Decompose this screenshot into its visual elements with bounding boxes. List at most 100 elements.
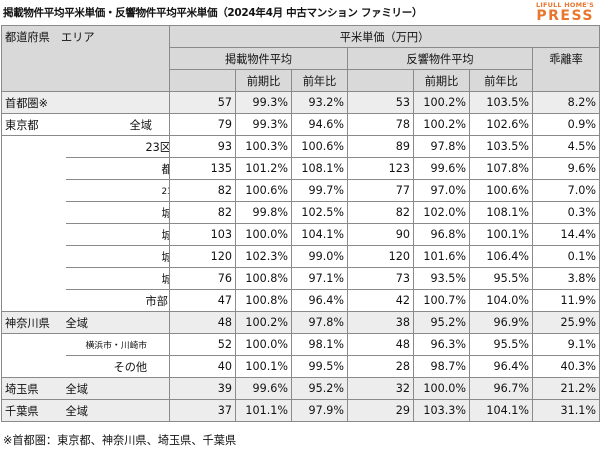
response-yoy-cell: 95.5% [469,333,534,356]
listed-mom-cell: 100.0% [235,333,293,356]
area-cell: 全域 [65,399,171,422]
listed-yoy-cell: 102.5% [291,201,349,224]
response-avg-cell: 78 [347,113,415,136]
response-mom-cell: 97.8% [413,135,471,158]
listed-yoy-cell: 97.9% [291,399,349,422]
listed-mom-cell: 99.6% [235,377,293,400]
listed-mom-cell: 100.3% [235,135,293,158]
listed-avg-cell: 120 [169,245,237,268]
response-avg-cell: 123 [347,157,415,180]
listed-mom-cell: 100.0% [235,223,293,246]
listed-avg-cell: 48 [169,311,237,334]
region-cell: 埼玉県 [1,377,66,400]
response-avg-subheader [347,69,415,92]
table-body: 首都圏※ 57 99.3% 93.2% 53 100.2% 103.5% 8.2% 東京都 全域 7… [1,91,600,422]
response-yoy-header: 前年比 [469,69,534,92]
listed-mom-cell: 101.2% [235,157,293,180]
response-avg-cell: 77 [347,179,415,202]
listed-mom-cell: 100.2% [235,311,293,334]
response-mom-cell: 100.2% [413,113,471,136]
listed-avg-cell: 40 [169,355,237,378]
table-row: 千葉県 全域 37 101.1% 97.9% 29 103.3% 104.1% 31.1% [1,399,600,422]
listed-mom-cell: 102.3% [235,245,293,268]
table-row: 23区 93 100.3% 100.6% 89 97.8% 103.5% 4.5% [1,135,600,158]
listed-mom-cell: 100.1% [235,355,293,378]
gap-cell: 21.2% [532,377,600,400]
listed-yoy-cell: 96.4% [291,289,349,312]
response-mom-cell: 102.0% [413,201,471,224]
price-table: 都道府県 エリア 平米単価（万円） 掲載物件平均 反響物件平均 乖離率 前期比 … [0,25,600,422]
region-cell [1,157,66,180]
response-mom-cell: 100.0% [413,377,471,400]
response-avg-cell: 48 [347,333,415,356]
listed-avg-cell: 76 [169,267,237,290]
response-yoy-cell: 108.1% [469,201,534,224]
region-cell [1,135,66,158]
listed-mom-cell: 100.8% [235,267,293,290]
listed-yoy-cell: 108.1% [291,157,349,180]
gap-cell: 14.4% [532,223,600,246]
gap-cell: 40.3% [532,355,600,378]
response-yoy-cell: 103.5% [469,91,534,114]
table-row: 市部 47 100.8% 96.4% 42 100.7% 104.0% 11.9% [1,289,600,312]
listed-avg-cell: 79 [169,113,237,136]
response-yoy-cell: 96.7% [469,377,534,400]
response-avg-cell: 29 [347,399,415,422]
response-yoy-cell: 95.5% [469,267,534,290]
listed-yoy-cell: 94.6% [291,113,349,136]
area-cell: 23区その他 [65,179,171,202]
response-avg-cell: 42 [347,289,415,312]
unit-header: 平米単価（万円） [169,25,600,48]
listed-avg-cell: 47 [169,289,237,312]
region-cell: 神奈川県 [1,311,66,334]
listed-yoy-cell: 98.1% [291,333,349,356]
response-mom-cell: 100.2% [413,91,471,114]
region-cell [1,223,66,246]
listed-avg-cell: 93 [169,135,237,158]
response-yoy-cell: 104.1% [469,399,534,422]
listed-yoy-header: 前年比 [291,69,349,92]
area-cell: 全域 [65,377,171,400]
area-cell: 23区 [65,135,171,158]
listed-yoy-cell: 99.0% [291,245,349,268]
listed-mom-cell: 100.8% [235,289,293,312]
listed-mom-cell: 99.3% [235,91,293,114]
region-cell [1,333,66,356]
response-avg-cell: 82 [347,201,415,224]
listed-yoy-cell: 93.2% [291,91,349,114]
gap-cell: 0.9% [532,113,600,136]
table-title: 掲載物件平均平米単価・反響物件平均平米単価（2024年4月 中古マンション ファ… [3,7,423,19]
response-mom-cell: 103.3% [413,399,471,422]
listed-avg-cell: 103 [169,223,237,246]
response-mom-cell: 93.5% [413,267,471,290]
region-cell [1,267,66,290]
gap-cell: 0.3% [532,201,600,224]
region-cell: 千葉県 [1,399,66,422]
region-cell [1,289,66,312]
area-cell: 全域 [65,113,171,136]
response-mom-cell: 95.2% [413,311,471,334]
response-avg-cell: 89 [347,135,415,158]
response-mom-cell: 99.6% [413,157,471,180]
gap-cell: 11.9% [532,289,600,312]
header-row-2: 掲載物件平均 反響物件平均 乖離率 [1,47,600,92]
response-yoy-cell: 107.8% [469,157,534,180]
response-avg-cell: 28 [347,355,415,378]
response-avg-cell: 120 [347,245,415,268]
listed-avg-cell: 39 [169,377,237,400]
listed-yoy-cell: 99.5% [291,355,349,378]
area-cell: 市部 [65,289,171,312]
region-cell [1,245,66,268]
listed-avg-cell: 37 [169,399,237,422]
gap-cell: 8.2% [532,91,600,114]
listed-mom-cell: 101.1% [235,399,293,422]
response-mom-cell: 96.8% [413,223,471,246]
table-row: 神奈川県 全域 48 100.2% 97.8% 38 95.2% 96.9% 25.9% [1,311,600,334]
response-avg-cell: 32 [347,377,415,400]
response-yoy-cell: 96.4% [469,355,534,378]
